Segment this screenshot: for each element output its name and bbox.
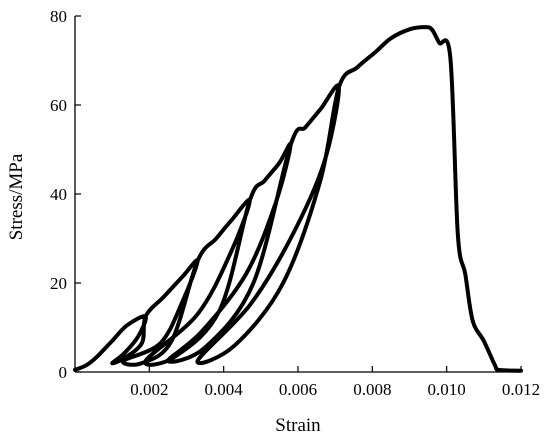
x-axis-title: Strain	[275, 415, 321, 436]
y-tick-label: 60	[50, 96, 67, 115]
y-tick-label: 80	[50, 7, 67, 26]
x-tick-label: 0.006	[279, 380, 317, 399]
x-tick-label: 0.012	[502, 380, 540, 399]
y-tick-label: 20	[50, 274, 67, 293]
x-tick-label: 0.008	[353, 380, 391, 399]
y-axis-ticks: 0 20 40 60 80	[50, 7, 81, 382]
y-tick-label: 0	[59, 363, 68, 382]
x-axis-ticks: 0.002 0.004 0.006 0.008 0.010 0.012	[130, 366, 540, 399]
x-tick-label: 0.004	[205, 380, 244, 399]
x-tick-label: 0.002	[130, 380, 168, 399]
y-axis-title: Stress/MPa	[6, 153, 27, 240]
x-tick-label: 0.010	[428, 380, 466, 399]
stress-strain-curve	[73, 25, 523, 373]
y-tick-label: 40	[50, 185, 67, 204]
